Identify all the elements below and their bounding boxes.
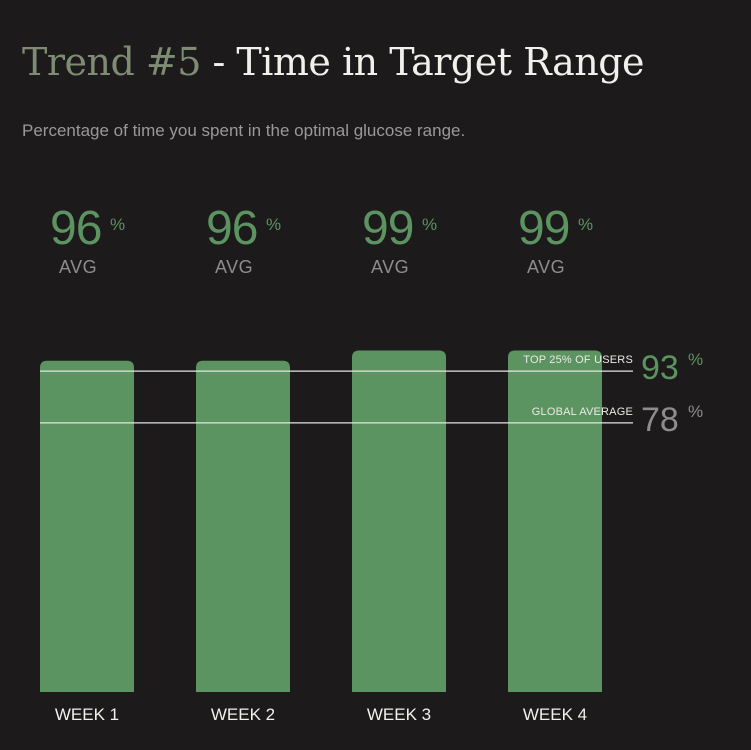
subtitle: Percentage of time you spent in the opti… (22, 121, 466, 140)
bar-week-3 (352, 350, 446, 692)
avg-block-week-3: 99% AVG (362, 205, 472, 278)
bar-week-1 (40, 360, 134, 692)
reference-label-2: GLOBAL AVERAGE (531, 405, 633, 418)
title-text: - Time in Target Range (200, 40, 645, 84)
avg-value: 96 (50, 202, 102, 255)
avg-percent: % (110, 215, 126, 234)
week-label-2: WEEK 2 (210, 705, 276, 724)
week-label-4: WEEK 4 (522, 705, 588, 724)
avg-value: 96 (206, 202, 258, 255)
avg-label: AVG (527, 257, 566, 277)
avg-percent: % (266, 215, 282, 234)
avg-block-week-2: 96% AVG (206, 205, 316, 278)
avg-block-week-4: 99% AVG (518, 205, 628, 278)
avg-block-week-1: 96% AVG (50, 205, 160, 278)
avg-percent: % (578, 215, 594, 234)
avg-label: AVG (371, 257, 410, 277)
reference-percent-1: % (688, 350, 704, 370)
week-label-1: WEEK 1 (54, 705, 120, 724)
avg-percent: % (422, 215, 438, 234)
title-trend-number: Trend #5 (22, 40, 201, 84)
page-title: Trend #5 - Time in Target Range (22, 40, 645, 84)
bar-week-4 (508, 350, 602, 692)
avg-label: AVG (215, 257, 254, 277)
reference-value-1: 93 (641, 349, 679, 388)
avg-label: AVG (59, 257, 98, 277)
reference-value-2: 78 (641, 400, 679, 439)
reference-label-1: TOP 25% OF USERS (523, 354, 633, 367)
avg-value: 99 (362, 202, 414, 255)
avg-value: 99 (518, 202, 570, 255)
week-label-3: WEEK 3 (366, 705, 432, 724)
reference-percent-2: % (688, 401, 704, 421)
bar-week-2 (196, 360, 290, 692)
